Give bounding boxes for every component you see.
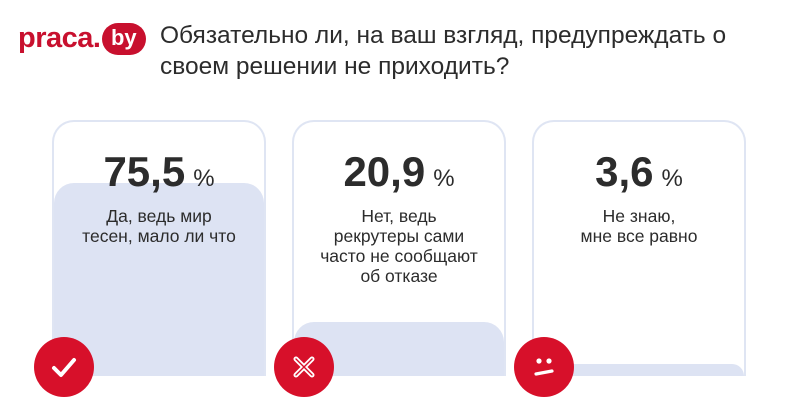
- bar-fill: [534, 364, 744, 376]
- answer-card: 3,6% Не знаю, мне все равно: [532, 120, 746, 376]
- percent-value: 20,9%: [294, 148, 504, 196]
- neutral-face-icon: [514, 337, 574, 397]
- check-icon: [34, 337, 94, 397]
- cross-icon: [274, 337, 334, 397]
- logo-suffix: by: [101, 22, 146, 55]
- data-label: 3,6: [595, 148, 654, 195]
- percent-sign: %: [661, 165, 683, 192]
- category-label: Нет, ведь рекрутеры сами часто не сообщают…: [320, 206, 478, 286]
- percent-sign: %: [193, 165, 215, 192]
- percent-sign: %: [433, 165, 455, 192]
- category-label: Да, ведь мир тесен, мало ли что: [82, 206, 236, 246]
- percent-value: 3,6%: [534, 148, 744, 196]
- answer-card: 20,9% Нет, ведь рекрутеры сами часто не соо…: [292, 120, 506, 376]
- percent-value: 75,5%: [54, 148, 264, 196]
- data-label: 20,9: [343, 148, 426, 195]
- data-label: 75,5: [103, 148, 186, 195]
- logo: praca. by: [18, 22, 146, 55]
- logo-dot: .: [92, 22, 101, 54]
- bar-fill: [54, 183, 264, 376]
- category-label: Не знаю, мне все равно: [580, 206, 698, 246]
- logo-word: praca: [18, 22, 93, 54]
- question-title: Обязательно ли, на ваш взгляд, предупреж…: [160, 22, 727, 80]
- answer-card: 75,5% Да, ведь мир тесен, мало ли что: [52, 120, 266, 376]
